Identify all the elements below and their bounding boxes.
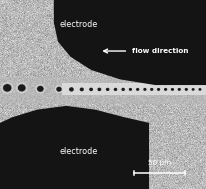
Circle shape bbox=[79, 88, 83, 91]
Bar bbox=[62, 83, 206, 94]
Circle shape bbox=[191, 88, 194, 91]
Polygon shape bbox=[54, 0, 206, 85]
Circle shape bbox=[184, 88, 187, 91]
Bar bbox=[0, 77, 206, 104]
Circle shape bbox=[121, 88, 124, 91]
Circle shape bbox=[198, 88, 200, 91]
Circle shape bbox=[128, 88, 131, 91]
Text: electrode: electrode bbox=[59, 147, 97, 156]
Circle shape bbox=[170, 88, 173, 91]
Circle shape bbox=[135, 88, 139, 91]
Circle shape bbox=[156, 88, 159, 91]
Circle shape bbox=[163, 88, 166, 91]
Text: electrode: electrode bbox=[59, 20, 97, 29]
Circle shape bbox=[18, 84, 26, 91]
Circle shape bbox=[37, 86, 43, 92]
Circle shape bbox=[97, 88, 101, 91]
Circle shape bbox=[56, 87, 61, 92]
Text: flow direction: flow direction bbox=[132, 48, 188, 54]
Circle shape bbox=[105, 88, 109, 91]
Circle shape bbox=[143, 88, 146, 91]
Circle shape bbox=[69, 87, 74, 92]
Circle shape bbox=[177, 88, 180, 91]
Circle shape bbox=[149, 88, 153, 91]
Text: 50 μm: 50 μm bbox=[147, 160, 170, 166]
Circle shape bbox=[3, 84, 11, 92]
Circle shape bbox=[113, 88, 117, 91]
Circle shape bbox=[89, 88, 92, 91]
Polygon shape bbox=[0, 106, 148, 189]
